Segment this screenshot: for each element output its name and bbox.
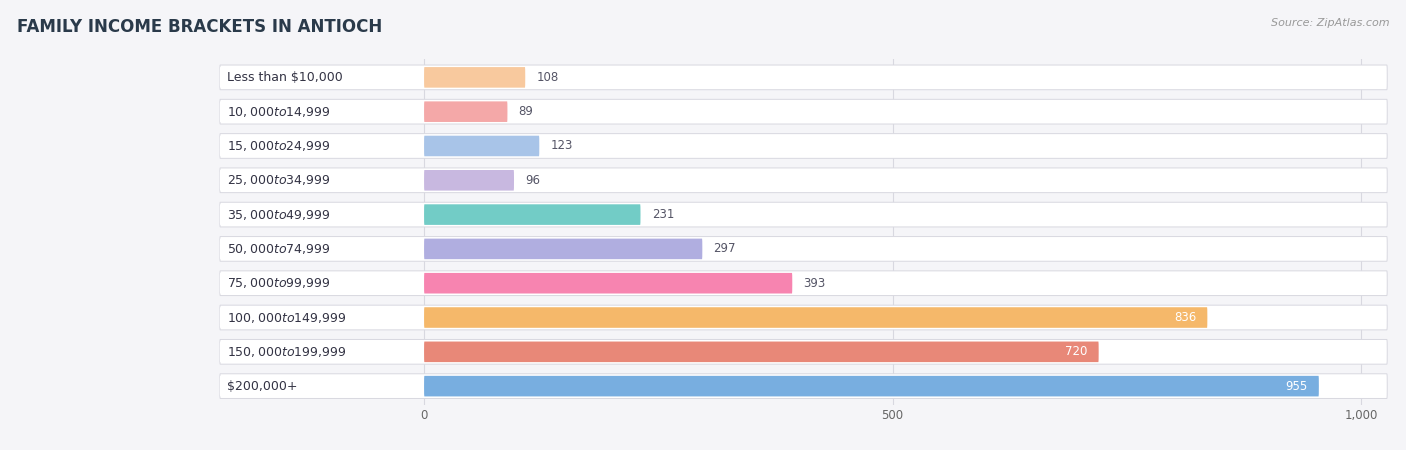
FancyBboxPatch shape xyxy=(219,374,1388,399)
FancyBboxPatch shape xyxy=(425,307,1208,328)
FancyBboxPatch shape xyxy=(219,307,398,328)
Text: 720: 720 xyxy=(1066,345,1087,358)
FancyBboxPatch shape xyxy=(219,204,398,225)
FancyBboxPatch shape xyxy=(219,168,1388,193)
FancyBboxPatch shape xyxy=(219,339,1388,364)
FancyBboxPatch shape xyxy=(219,238,398,259)
Text: $35,000 to $49,999: $35,000 to $49,999 xyxy=(228,207,330,221)
Text: $150,000 to $199,999: $150,000 to $199,999 xyxy=(228,345,347,359)
FancyBboxPatch shape xyxy=(219,101,398,122)
FancyBboxPatch shape xyxy=(425,204,641,225)
Text: $75,000 to $99,999: $75,000 to $99,999 xyxy=(228,276,330,290)
Text: Source: ZipAtlas.com: Source: ZipAtlas.com xyxy=(1271,18,1389,28)
FancyBboxPatch shape xyxy=(219,67,398,88)
FancyBboxPatch shape xyxy=(219,271,1388,296)
Text: 836: 836 xyxy=(1174,311,1197,324)
Text: $50,000 to $74,999: $50,000 to $74,999 xyxy=(228,242,330,256)
Text: 955: 955 xyxy=(1285,380,1308,393)
Text: 89: 89 xyxy=(519,105,533,118)
FancyBboxPatch shape xyxy=(219,202,1388,227)
Text: $200,000+: $200,000+ xyxy=(228,380,298,393)
FancyBboxPatch shape xyxy=(425,101,508,122)
FancyBboxPatch shape xyxy=(425,238,703,259)
Text: $10,000 to $14,999: $10,000 to $14,999 xyxy=(228,105,330,119)
Text: 108: 108 xyxy=(537,71,558,84)
Text: 123: 123 xyxy=(551,140,572,153)
FancyBboxPatch shape xyxy=(425,273,793,293)
FancyBboxPatch shape xyxy=(219,342,398,362)
FancyBboxPatch shape xyxy=(219,170,398,191)
FancyBboxPatch shape xyxy=(425,170,515,191)
FancyBboxPatch shape xyxy=(219,136,398,156)
FancyBboxPatch shape xyxy=(219,65,1388,90)
FancyBboxPatch shape xyxy=(219,99,1388,124)
FancyBboxPatch shape xyxy=(219,237,1388,261)
FancyBboxPatch shape xyxy=(219,305,1388,330)
FancyBboxPatch shape xyxy=(219,134,1388,158)
Text: $15,000 to $24,999: $15,000 to $24,999 xyxy=(228,139,330,153)
FancyBboxPatch shape xyxy=(219,376,398,396)
Text: 231: 231 xyxy=(652,208,673,221)
Text: 393: 393 xyxy=(804,277,825,290)
Text: $25,000 to $34,999: $25,000 to $34,999 xyxy=(228,173,330,187)
FancyBboxPatch shape xyxy=(425,67,526,88)
Text: Less than $10,000: Less than $10,000 xyxy=(228,71,343,84)
Text: 96: 96 xyxy=(526,174,540,187)
Text: FAMILY INCOME BRACKETS IN ANTIOCH: FAMILY INCOME BRACKETS IN ANTIOCH xyxy=(17,18,382,36)
Text: 297: 297 xyxy=(714,243,737,256)
Text: $100,000 to $149,999: $100,000 to $149,999 xyxy=(228,310,347,324)
FancyBboxPatch shape xyxy=(425,136,540,156)
FancyBboxPatch shape xyxy=(425,342,1098,362)
FancyBboxPatch shape xyxy=(219,273,398,293)
FancyBboxPatch shape xyxy=(425,376,1319,396)
